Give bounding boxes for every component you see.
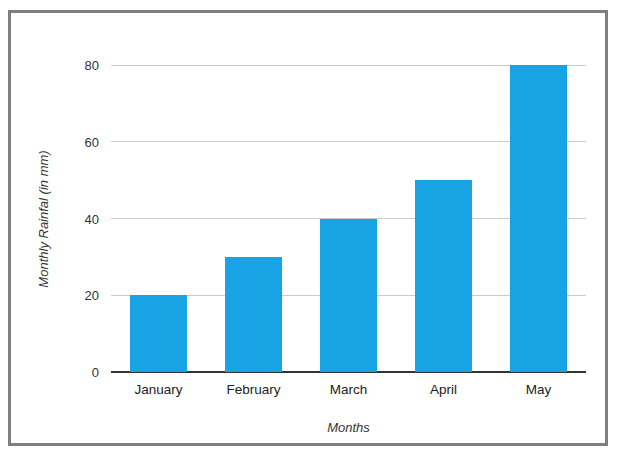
y-tick-label-20: 20 <box>85 288 99 303</box>
bar-february <box>225 257 282 372</box>
y-tick-label-0: 0 <box>92 365 99 380</box>
bar-april <box>415 180 472 372</box>
x-tick-label-april: April <box>396 382 491 397</box>
x-tick-label-march: March <box>301 382 396 397</box>
y-tick-label-40: 40 <box>85 211 99 226</box>
y-axis-title: Monthly Rainfal (in mm) <box>36 150 51 287</box>
x-axis-title: Months <box>111 420 586 435</box>
y-tick-label-60: 60 <box>85 134 99 149</box>
chart-frame-border: Monthly Rainfal (in mm) Months 0 20 40 60 80… <box>8 10 608 446</box>
x-tick-label-january: January <box>111 382 206 397</box>
bar-january <box>130 295 187 372</box>
chart-canvas: Monthly Rainfal (in mm) Months 0 20 40 60 80… <box>0 0 622 462</box>
y-tick-label-80: 80 <box>85 58 99 73</box>
bar-march <box>320 219 377 373</box>
bar-may <box>510 65 567 372</box>
x-tick-label-may: May <box>491 382 586 397</box>
x-tick-label-february: February <box>206 382 301 397</box>
plot-area: Monthly Rainfal (in mm) Months 020406080… <box>111 65 586 372</box>
